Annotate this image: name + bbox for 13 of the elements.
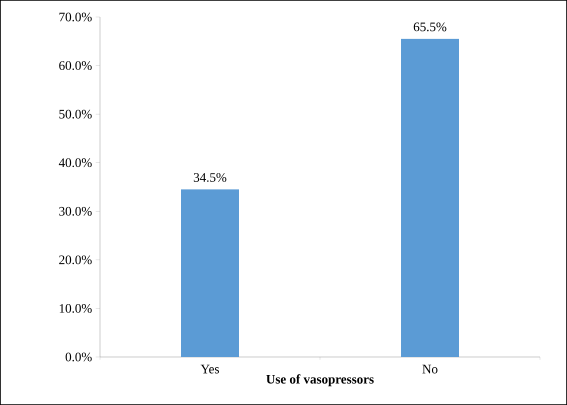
- y-tick-label: 60.0%: [59, 61, 92, 70]
- y-tick-label: 50.0%: [59, 110, 92, 119]
- x-tick-label: Yes: [200, 364, 219, 374]
- y-tick-label: 0.0%: [66, 352, 92, 362]
- x-tick-label: No: [422, 364, 438, 374]
- y-tick-label: 20.0%: [59, 255, 92, 264]
- y-tick-label: 40.0%: [58, 158, 92, 168]
- y-tick-label: 30.0%: [59, 206, 92, 216]
- y-tick-label: 70.0%: [59, 12, 92, 22]
- data-label: 65.5%: [414, 22, 446, 32]
- x-axis-title: Use of vasopressors: [266, 374, 374, 386]
- data-label: 34.5%: [194, 173, 226, 182]
- y-tick-label: 10.0%: [60, 304, 92, 313]
